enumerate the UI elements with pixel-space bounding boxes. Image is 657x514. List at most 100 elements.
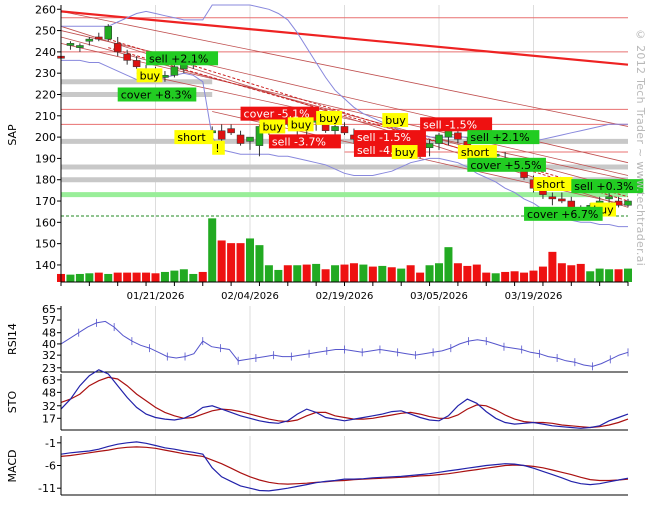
- candle-body: [340, 126, 349, 134]
- sto-tick-label: 17: [42, 412, 56, 425]
- signal-label-bg: [353, 130, 426, 145]
- x-tick-label: 03/05/2026: [410, 291, 468, 302]
- volume-bar: [586, 271, 595, 282]
- volume-bar: [453, 263, 462, 282]
- signal-label-text: buy: [140, 69, 161, 82]
- sto-tick-label: 32: [42, 400, 56, 413]
- price-tick-label: 230: [35, 67, 56, 80]
- signal-label-bg: [316, 110, 342, 125]
- volume-bar: [312, 263, 321, 282]
- signal-label-bg: [136, 68, 163, 83]
- volume-bar: [397, 268, 406, 282]
- signal-label-text: buy: [291, 118, 312, 131]
- dashed-trend-line: [108, 38, 629, 202]
- volume-bar: [264, 265, 273, 282]
- candle-body: [161, 75, 169, 78]
- volume-bar: [123, 272, 132, 282]
- sto-k-line: [60, 369, 629, 429]
- macd-tick-label: -1: [45, 437, 56, 450]
- x-tick-label: 02/04/2026: [221, 291, 279, 302]
- trend-line: [60, 11, 629, 127]
- volume-bar: [255, 245, 264, 282]
- rsi-tick-label: 40: [42, 338, 56, 351]
- signal-label-text: short: [537, 178, 566, 191]
- volume-bar: [435, 263, 443, 282]
- volume-bar: [444, 247, 453, 282]
- x-tick-label: 02/19/2026: [316, 291, 374, 302]
- volume-bar: [198, 271, 207, 282]
- volume-bar: [538, 266, 547, 282]
- signal-label: sell -3.7%: [268, 134, 341, 149]
- signal-label-bg: [268, 134, 341, 149]
- macd-panel: -1 -6 -11 MACD: [6, 436, 629, 496]
- signal-label: buy: [287, 117, 314, 132]
- signal-label-bg: [457, 145, 497, 160]
- volume-bar: [624, 268, 632, 282]
- volume-bar: [576, 263, 585, 282]
- sto-tick-label: 48: [42, 386, 56, 399]
- candle-body: [605, 196, 613, 200]
- volume-bar: [246, 238, 254, 282]
- volume-bar: [520, 272, 529, 282]
- signal-label: buy: [259, 119, 286, 134]
- signal-label-bg: [146, 51, 219, 66]
- volume-bar: [510, 271, 519, 282]
- price-tick-label: 160: [35, 216, 56, 229]
- signal-label: cover +5.5%: [467, 157, 546, 172]
- macd-tick-label: -11: [38, 482, 56, 495]
- volume-bar: [425, 265, 434, 282]
- signal-label: !: [212, 140, 225, 155]
- signal-label-bg: [212, 140, 225, 155]
- candle-body: [104, 26, 112, 40]
- signal-label: short: [533, 176, 573, 191]
- signal-label-text: sell -1.5%: [423, 118, 477, 131]
- volume-bar: [614, 269, 623, 282]
- macd-tick-label: -6: [45, 460, 56, 473]
- signal-label: sell -1.5%: [353, 130, 426, 145]
- signal-label: buy: [391, 145, 418, 160]
- candle-body: [85, 38, 94, 42]
- signal-label-bg: [420, 117, 493, 132]
- volume-bar: [463, 265, 472, 282]
- price-tick-label: 260: [35, 3, 56, 16]
- signal-label-text: sell +2.1%: [470, 131, 529, 144]
- signal-label-text: sell +2.1%: [149, 52, 208, 65]
- candle-body: [624, 200, 632, 206]
- watermark: © 2012 Tech Trader ~ www.techtrader.ai: [634, 28, 647, 267]
- signal-label-text: short: [177, 131, 206, 144]
- candle-body: [454, 132, 462, 140]
- volume-bar: [567, 265, 576, 282]
- rsi-tick-label: 57: [42, 314, 56, 327]
- price-tick-label: 140: [35, 259, 56, 272]
- volume-bar: [387, 267, 396, 282]
- price-tick-label: 210: [35, 110, 56, 123]
- volume-bar: [605, 269, 614, 282]
- volume-bar: [406, 265, 415, 282]
- volume-bar: [472, 264, 481, 282]
- volume-bar: [482, 272, 491, 282]
- candle-body: [236, 134, 245, 144]
- volume-bar: [491, 273, 500, 282]
- macd-ylabel: MACD: [6, 450, 19, 483]
- volume-bar: [75, 273, 84, 282]
- signal-label-bg: [117, 87, 197, 102]
- signal-label: cover +8.3%: [117, 87, 197, 102]
- candle-body: [66, 43, 75, 46]
- volume-bar: [132, 272, 141, 282]
- trend-line: [60, 42, 629, 176]
- candle-body: [435, 134, 443, 144]
- volume-bar: [557, 263, 566, 282]
- signal-label: cover +6.7%: [524, 206, 603, 221]
- candle-body: [614, 200, 623, 206]
- volume-bar: [548, 251, 557, 282]
- price-tick-label: 240: [35, 46, 56, 59]
- price-tick-label: 170: [35, 195, 56, 208]
- signal-label-text: sell -3.7%: [272, 135, 326, 148]
- volume-bar: [236, 243, 245, 282]
- signal-label-bg: [391, 145, 418, 160]
- volume-bar: [113, 272, 122, 282]
- candle-body: [331, 126, 339, 131]
- signal-label: short: [174, 130, 214, 145]
